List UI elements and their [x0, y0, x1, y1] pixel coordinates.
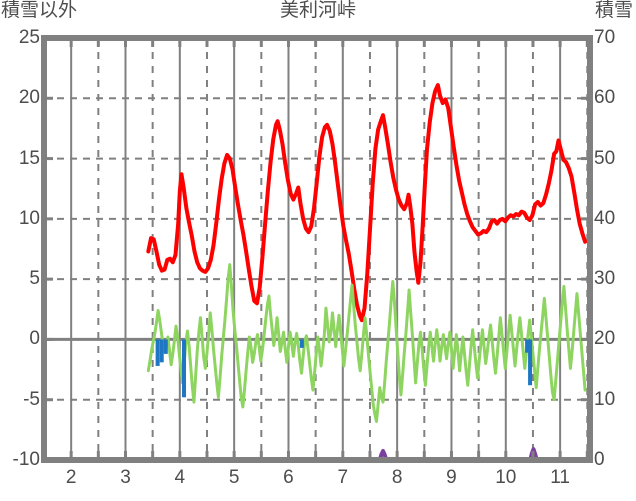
y-axis-tick-label: 20: [18, 87, 40, 109]
x-axis-tick-label: 10: [495, 467, 517, 488]
x-axis-tick-label: 7: [337, 467, 349, 488]
x-axis-tick-label: 8: [391, 467, 403, 488]
x-axis-tick-label: 5: [228, 467, 240, 488]
x-axis-tick-label: 9: [446, 467, 457, 488]
y2-axis-tick-label: 30: [594, 268, 616, 290]
plot-area: [41, 35, 593, 463]
data-series: [146, 83, 588, 462]
y-axis-tick-label: 10: [18, 207, 40, 229]
y2-axis-tick-label: 20: [594, 328, 616, 350]
x-axis-tick-label: 3: [120, 467, 131, 488]
x-axis-tick-label: 4: [174, 467, 186, 488]
right-axis-unit-label: 積雪: [594, 0, 633, 21]
left-axis-unit-label: 積雪以外: [1, 0, 78, 21]
x-axis-tick-label: 11: [550, 467, 570, 488]
y2-axis-tick-label: 10: [594, 388, 616, 410]
y-axis-tick-label: 25: [18, 27, 40, 48]
x-axis-tick-label: 2: [65, 467, 77, 488]
y2-axis-tick-label: 60: [594, 87, 616, 109]
y2-axis-tick-label: 40: [594, 207, 616, 229]
y2-axis-tick-label: 50: [594, 147, 616, 169]
plot-frame: [41, 35, 593, 463]
y2-axis-tick-label: 70: [594, 27, 616, 48]
gridlines: [44, 38, 590, 460]
y-axis-tick-label: -10: [12, 449, 40, 470]
y2-axis-tick-label: 0: [594, 449, 605, 470]
x-axis-tick-label: 6: [283, 467, 294, 488]
chart-title: 美利河峠: [279, 0, 356, 21]
y-axis-tick-label: 5: [29, 268, 40, 290]
y-axis-tick-label: -5: [23, 388, 40, 410]
y-axis-tick-label: 15: [18, 147, 40, 169]
y-axis-tick-label: 0: [29, 328, 40, 350]
